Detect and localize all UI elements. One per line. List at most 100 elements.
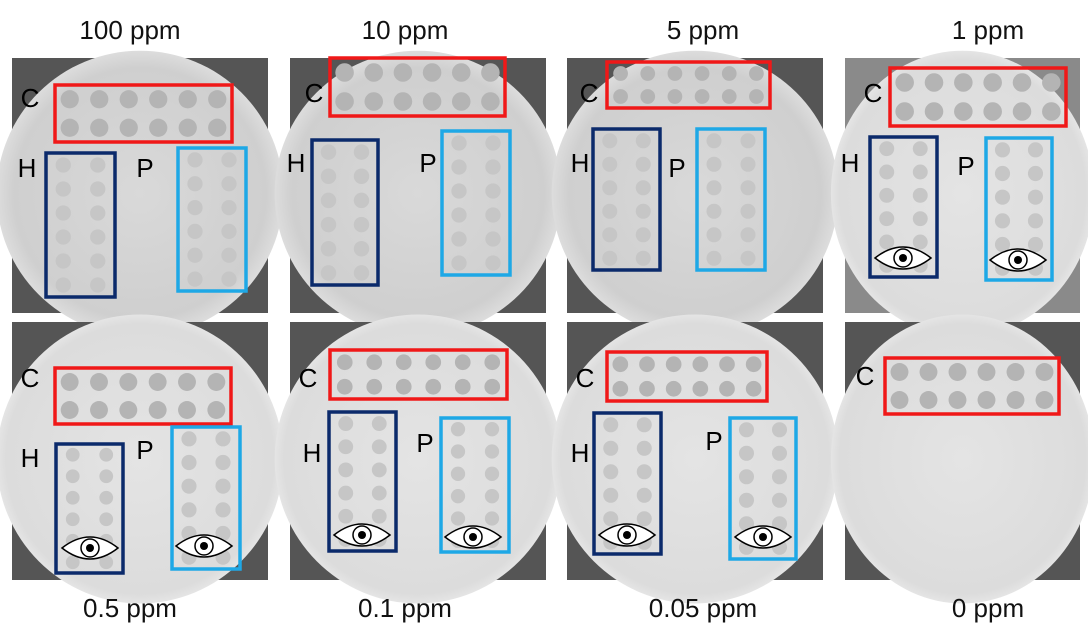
spot: [60, 401, 79, 419]
spot: [1006, 391, 1025, 409]
p-box: [984, 136, 1054, 282]
spot: [353, 216, 370, 233]
spot: [639, 380, 655, 397]
spot: [99, 555, 114, 570]
spot: [635, 227, 651, 243]
spot: [1042, 73, 1061, 92]
spot: [740, 203, 756, 219]
spot: [149, 90, 168, 109]
spot: [60, 90, 79, 109]
spot: [90, 277, 106, 293]
spot: [215, 502, 231, 518]
spot: [450, 466, 466, 481]
spot: [1027, 142, 1044, 158]
c-label: C: [299, 363, 318, 393]
p-box: [440, 129, 512, 277]
spot: [187, 199, 203, 216]
spot: [694, 66, 710, 81]
spot: [603, 511, 619, 527]
h-label: H: [303, 438, 322, 468]
spot: [55, 157, 71, 173]
eye-pupil: [1014, 256, 1022, 264]
spot: [635, 180, 651, 196]
spot: [90, 229, 106, 245]
spot: [484, 444, 500, 459]
spot: [450, 444, 466, 459]
spot: [320, 216, 337, 233]
spot: [602, 133, 618, 149]
c-label: C: [580, 78, 599, 108]
spot: [879, 164, 895, 180]
spot: [55, 181, 71, 197]
spot: [485, 207, 501, 223]
spot: [1035, 391, 1054, 409]
spot: [749, 66, 764, 81]
spot: [336, 354, 353, 371]
spot: [706, 203, 722, 219]
spot: [948, 391, 967, 409]
h-box: [54, 442, 125, 575]
concentration-label: 0.05 ppm: [649, 593, 757, 623]
spot: [602, 156, 618, 172]
eye-pupil: [469, 533, 477, 541]
spot: [338, 416, 354, 431]
spot: [485, 255, 501, 271]
spot: [771, 445, 788, 461]
spot: [371, 416, 387, 431]
spot: [879, 187, 895, 203]
spot: [983, 73, 1002, 92]
spot: [215, 478, 231, 494]
spot: [221, 176, 237, 192]
spot: [148, 401, 167, 419]
spot: [99, 490, 114, 505]
spot: [485, 183, 501, 199]
spot: [924, 73, 944, 92]
spot: [895, 73, 914, 92]
spot: [745, 356, 762, 373]
h-box: [44, 151, 117, 299]
spot: [771, 469, 788, 485]
h-label: H: [18, 153, 37, 183]
p-label: P: [419, 148, 436, 178]
control-box: [328, 56, 507, 118]
spot: [481, 92, 500, 111]
spot: [181, 454, 197, 471]
spot: [635, 156, 651, 172]
spot: [187, 152, 203, 168]
spot: [451, 207, 467, 223]
spot: [636, 440, 652, 456]
concentration-label: 5 ppm: [667, 15, 739, 45]
spot: [335, 63, 354, 82]
control-box: [53, 366, 233, 426]
spot: [749, 89, 764, 104]
spot: [485, 135, 501, 151]
spot: [635, 133, 651, 149]
spot: [364, 63, 384, 82]
spot: [65, 469, 80, 484]
spot: [719, 380, 735, 397]
spot: [1027, 165, 1044, 182]
eye-pupil: [358, 531, 366, 539]
spot: [740, 133, 756, 149]
spot: [338, 462, 354, 478]
concentration-label: 10 ppm: [362, 15, 449, 45]
spot: [1012, 102, 1032, 121]
spot: [99, 469, 114, 484]
spot: [912, 187, 928, 203]
spot: [771, 422, 788, 438]
spot: [721, 66, 737, 81]
spot: [639, 356, 655, 373]
spot: [636, 487, 652, 503]
spot: [602, 203, 618, 219]
spot: [425, 354, 442, 371]
spot: [119, 118, 138, 137]
spot: [364, 92, 384, 111]
p-label: P: [136, 435, 153, 465]
spot: [178, 118, 197, 137]
spot: [90, 118, 109, 137]
spot: [879, 211, 895, 227]
h-label: H: [21, 443, 40, 473]
spot: [636, 464, 652, 480]
spot: [451, 135, 467, 151]
spot: [1042, 102, 1061, 121]
